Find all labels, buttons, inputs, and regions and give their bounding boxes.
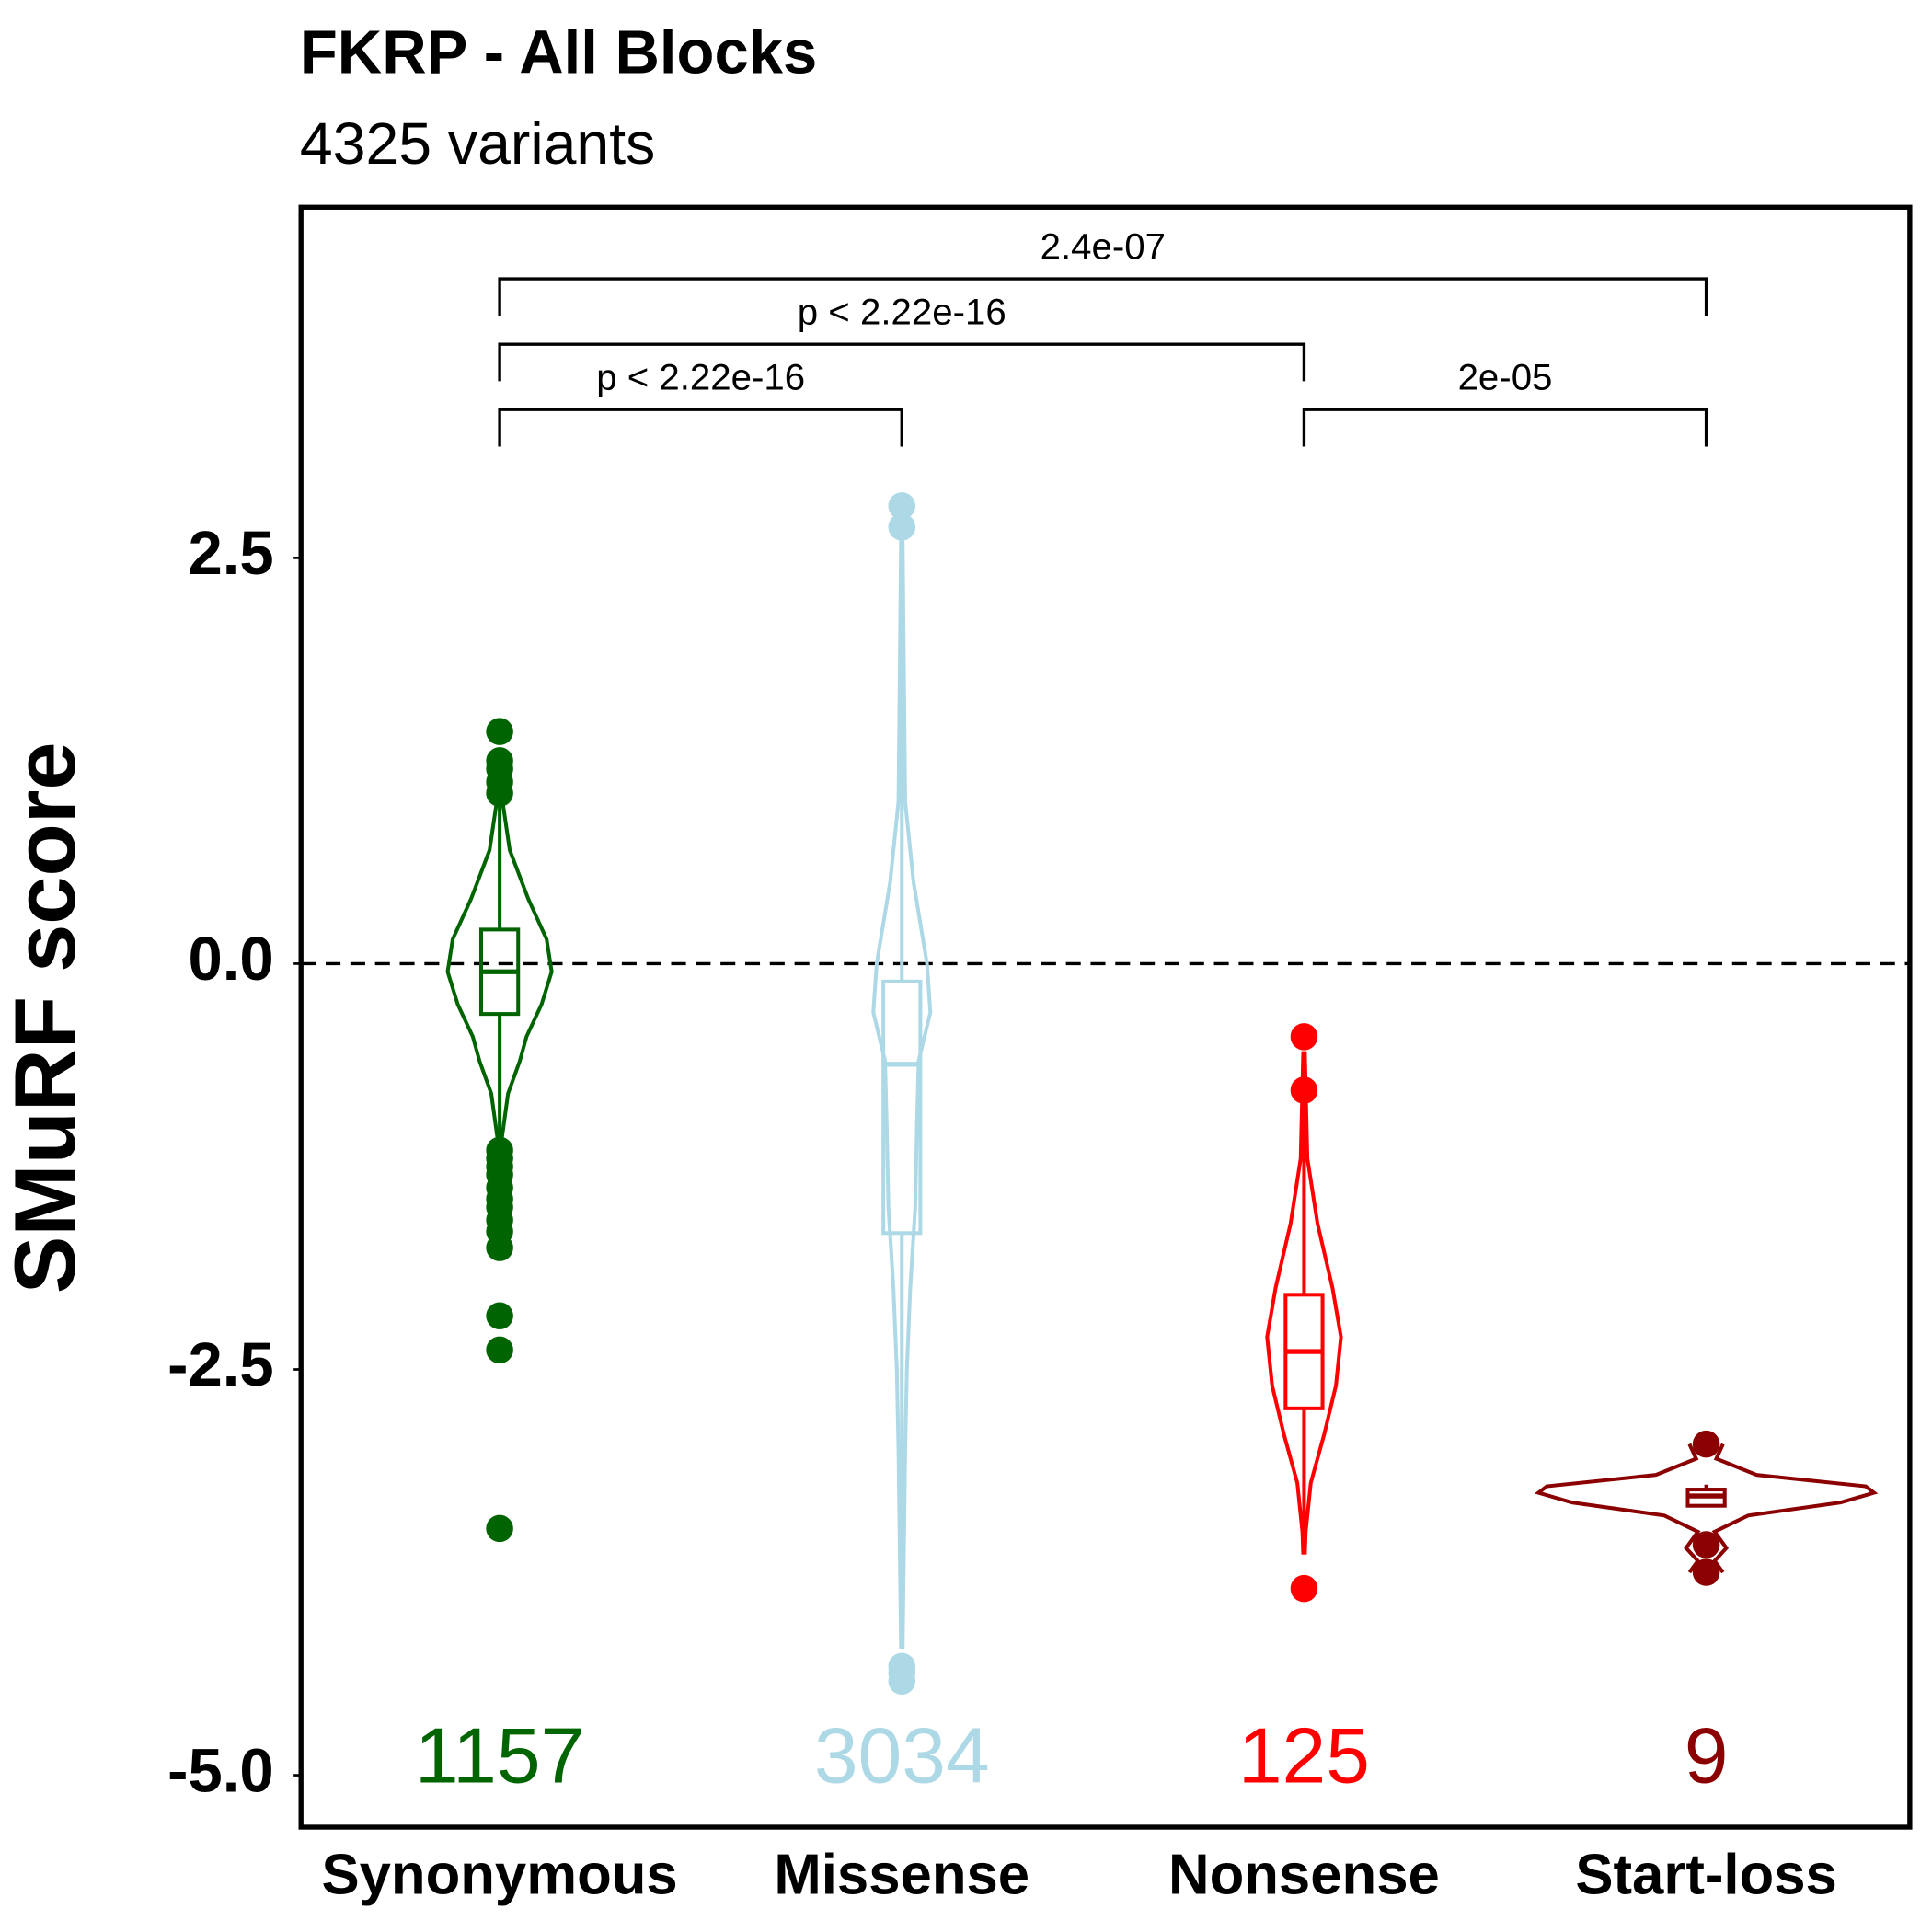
comparison-bracket: [498, 342, 1306, 382]
outlier: [888, 1667, 916, 1695]
outlier: [486, 1234, 513, 1261]
violin-half: [1303, 1051, 1343, 1555]
outlier: [888, 492, 916, 520]
outlier: [1692, 1558, 1720, 1586]
comparison-label: p < 2.22e-16: [596, 357, 805, 398]
chart-title: FKRP - All Blocks: [300, 17, 817, 86]
violin-half: [1534, 1443, 1701, 1574]
violin-half: [445, 792, 500, 1143]
comparison-label: 2e-05: [1458, 357, 1553, 398]
comparison-label: p < 2.22e-16: [798, 292, 1006, 333]
outlier: [486, 718, 513, 745]
outlier: [1290, 1574, 1318, 1603]
violin-half: [1711, 1443, 1879, 1574]
count-label: 3034: [814, 1712, 990, 1800]
y-tick-label: 0.0: [189, 925, 274, 994]
x-tick-label: Synonymous: [321, 1844, 677, 1907]
chart-subtitle: 4325 variants: [300, 110, 655, 177]
plot-frame: [298, 204, 1913, 1830]
comparison-bracket: [1302, 408, 1708, 447]
outlier: [1290, 1023, 1318, 1051]
outlier: [486, 1336, 513, 1364]
violin-half: [1265, 1051, 1305, 1555]
y-axis-label: SMuRF score: [0, 742, 93, 1294]
comparison-bracket: [498, 408, 903, 447]
comparison-bracket: [498, 277, 1708, 316]
outlier: [486, 779, 513, 807]
outlier: [1692, 1430, 1720, 1458]
violin-half: [871, 539, 903, 1649]
outlier: [888, 513, 916, 541]
x-tick-label: Missense: [774, 1844, 1029, 1907]
outlier: [1692, 1531, 1720, 1558]
y-tick-label: -2.5: [167, 1330, 274, 1399]
outlier: [1290, 1076, 1318, 1104]
count-label: 9: [1685, 1712, 1729, 1800]
outlier: [486, 1302, 513, 1330]
violin-half: [499, 792, 554, 1143]
x-tick-label: Start-loss: [1575, 1844, 1836, 1907]
count-label: 125: [1238, 1712, 1370, 1800]
y-tick-label: -5.0: [167, 1736, 274, 1805]
count-label: 1157: [415, 1712, 585, 1800]
violin-half: [901, 539, 933, 1649]
box: [881, 979, 923, 1236]
comparison-label: 2.4e-07: [1041, 226, 1166, 268]
x-tick-label: Nonsense: [1168, 1844, 1440, 1907]
y-tick-label: 2.5: [189, 519, 274, 588]
outlier: [486, 1514, 513, 1543]
